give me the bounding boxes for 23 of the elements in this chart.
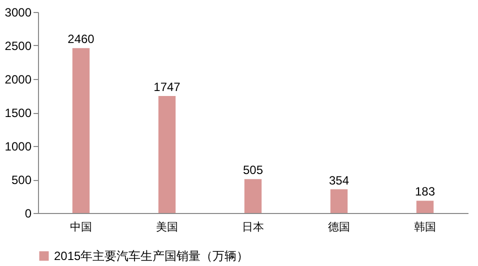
x-tick-label: 日本 bbox=[242, 220, 264, 234]
data-label: 505 bbox=[242, 163, 264, 178]
x-tick-label: 美国 bbox=[156, 220, 178, 234]
data-label: 1747 bbox=[154, 80, 181, 94]
bar bbox=[416, 200, 434, 213]
y-tick-label: 2500 bbox=[4, 39, 32, 53]
legend-label: 2015年主要汽车生产国销量（万辆） bbox=[54, 249, 249, 263]
x-tick-label: 韩国 bbox=[414, 220, 436, 234]
y-tick-label: 1500 bbox=[4, 106, 32, 120]
data-label: 354 bbox=[328, 173, 350, 188]
data-label: 2460 bbox=[68, 32, 95, 46]
y-tick-label: 3000 bbox=[4, 6, 32, 20]
x-tick-label: 中国 bbox=[70, 220, 92, 234]
bar bbox=[330, 189, 348, 213]
y-tick-label: 0 bbox=[24, 206, 32, 220]
x-tick-label: 德国 bbox=[328, 222, 350, 234]
bar bbox=[244, 179, 262, 213]
y-tick-label: 500 bbox=[11, 173, 32, 187]
data-label: 183 bbox=[414, 184, 436, 199]
y-tick-label: 1000 bbox=[4, 140, 32, 154]
bar bbox=[158, 96, 176, 213]
bar bbox=[72, 48, 90, 213]
y-tick-label: 2000 bbox=[4, 72, 32, 86]
